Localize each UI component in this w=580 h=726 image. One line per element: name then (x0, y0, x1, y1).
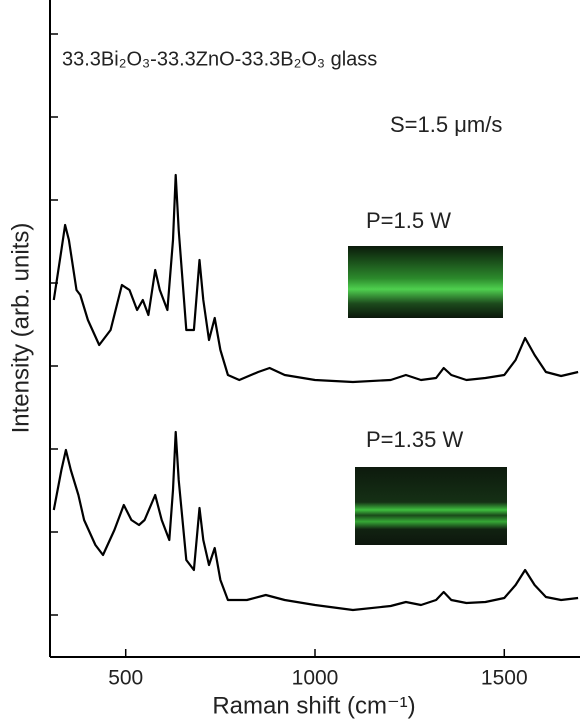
x-tick-label: 1500 (481, 667, 528, 690)
annotation: 33.3Bi₂O₃-33.3ZnO-33.3B₂O₃ glass (62, 48, 377, 70)
annotation: P=1.5 W (366, 208, 451, 233)
inset-image (355, 467, 507, 545)
x-axis-label: Raman shift (cm⁻¹) (212, 692, 415, 719)
y-axis-label: Intensity (arb. units) (7, 223, 34, 434)
annotation: P=1.35 W (366, 427, 463, 452)
annotation: S=1.5 μm/s (390, 112, 502, 137)
spectrum-line (52, 430, 579, 612)
inset-image (348, 246, 503, 318)
x-tick-label: 1000 (292, 667, 339, 690)
x-tick-label: 500 (108, 667, 143, 690)
spectrum-line (52, 173, 579, 384)
